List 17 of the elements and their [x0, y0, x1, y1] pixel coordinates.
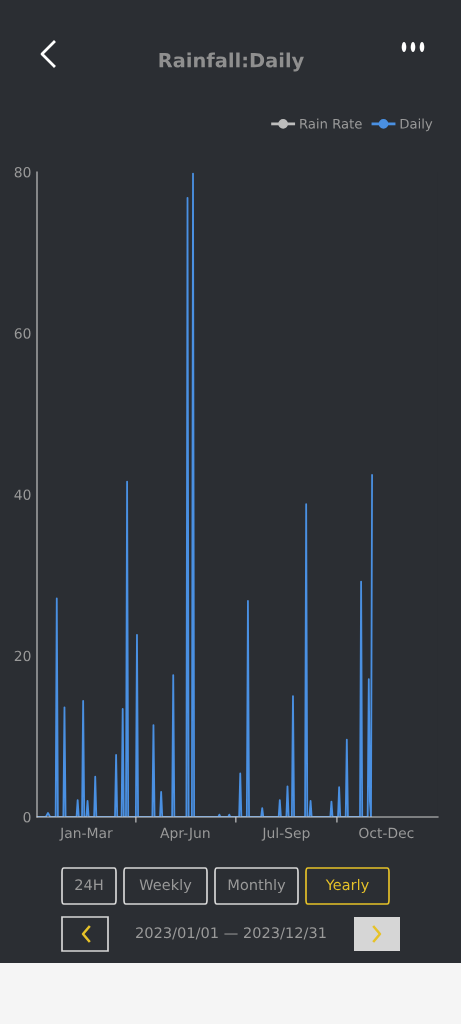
x-tick-label: Apr-Jun	[160, 827, 210, 841]
chart-title: Rainfall:Daily	[159, 52, 304, 72]
y-tick-label: 0	[23, 811, 31, 823]
text: Monthly	[228, 878, 286, 894]
text: 24H	[75, 879, 103, 891]
text: Yearly	[325, 878, 369, 894]
text: Weekly	[139, 878, 192, 894]
x-tick-label: Jul-Sep	[261, 827, 310, 841]
x-tick-label: Jan-Mar	[59, 827, 113, 841]
y-tick-label: 60	[14, 328, 31, 339]
text: 2023/01/01 — 2023/12/31	[136, 927, 326, 940]
y-tick-label: 80	[14, 166, 31, 178]
legend-label: Rain Rate	[300, 118, 362, 129]
x-tick-label: Oct-Dec	[359, 827, 414, 839]
y-tick-label: 20	[14, 650, 31, 662]
y-tick-label: 40	[14, 489, 31, 500]
legend-label: Daily	[400, 118, 433, 132]
